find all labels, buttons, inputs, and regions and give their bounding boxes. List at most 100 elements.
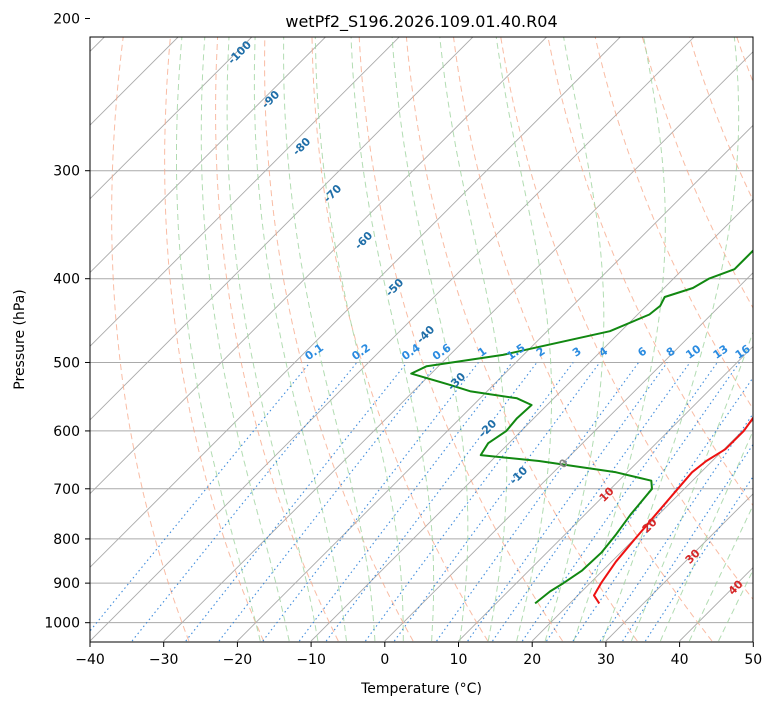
mixing-ratio-line <box>218 362 439 642</box>
dry-adiabat-label: -80 <box>290 135 313 158</box>
isotherm-line <box>163 51 753 642</box>
y-tick-label: 200 <box>53 12 80 28</box>
moist-adiabat-line <box>573 37 666 642</box>
mixing-ratio-line <box>393 362 601 642</box>
dry-adiabat-label: -90 <box>259 88 282 111</box>
mixing-ratio-line <box>492 362 691 642</box>
mixing-ratio-line <box>185 362 408 642</box>
moist-adiabat-line <box>544 37 605 642</box>
dry-adiabat-label: -50 <box>383 276 406 299</box>
mixing-ratio-label: 0.1 <box>303 341 326 363</box>
y-tick-label: 800 <box>53 532 80 548</box>
moist-adiabat-line <box>176 37 261 642</box>
mixing-ratio-line <box>622 443 753 642</box>
isotherm-line <box>90 37 548 495</box>
mixing-ratio-line <box>90 362 311 632</box>
moist-adiabat-line <box>602 37 740 642</box>
mixing-ratio-label: 0.6 <box>430 341 454 363</box>
mixing-ratio-label: 16 <box>733 342 753 362</box>
isotherm-line <box>679 566 753 642</box>
dry-adiabat-line <box>358 37 563 642</box>
x-tick-label: −30 <box>149 652 179 668</box>
dry-adiabat-line <box>111 37 190 642</box>
mixing-ratio-label: 3 <box>570 345 584 360</box>
mixing-ratio-label: 4 <box>597 344 611 359</box>
mixing-ratio-line <box>436 362 640 642</box>
mixing-ratio-label: 13 <box>711 342 731 361</box>
dry-adiabat-line <box>311 37 489 642</box>
isotherm-line <box>310 198 753 642</box>
moist-adiabat-line <box>391 37 469 642</box>
line-labels: 0.10.20.40.611.52346810131620253036-100-… <box>225 38 775 598</box>
y-tick-label: 1000 <box>44 616 80 632</box>
mixing-ratio-label: 1.5 <box>504 341 527 363</box>
moist-adiabat-label: 30 <box>683 546 703 566</box>
mixing-ratio-label: 2 <box>534 345 548 360</box>
dry-adiabat-label: -100 <box>225 38 254 67</box>
moist-adiabat-line <box>495 37 553 642</box>
y-tick-label: 500 <box>53 355 80 371</box>
isotherm-line <box>384 272 753 642</box>
dry-adiabat-line <box>405 37 638 642</box>
moist-adiabat-line <box>200 37 290 642</box>
moist-adiabat-line <box>314 37 404 641</box>
mixing-ratio-label: 10 <box>683 342 703 362</box>
moist-adiabat-line <box>283 37 376 642</box>
y-tick-label: 600 <box>53 424 80 440</box>
mixing-ratio-line <box>325 362 538 642</box>
mixing-ratio-label: 8 <box>664 344 678 359</box>
dry-adiabat-line <box>594 37 753 410</box>
dry-adiabat-line <box>755 0 775 641</box>
isotherm-line <box>0 0 236 641</box>
moist-adiabat-label: 40 <box>726 577 746 597</box>
isotherm-line <box>90 37 621 568</box>
moist-adiabat-line <box>659 429 753 642</box>
mixing-ratio-label: 0.2 <box>349 341 372 363</box>
mixing-ratio-line <box>572 376 753 642</box>
mixing-ratio-line <box>644 475 753 642</box>
mixing-ratio-line <box>546 362 740 642</box>
x-axis-label: Temperature (°C) <box>360 681 482 697</box>
moist-adiabat-label: 10 <box>597 484 617 504</box>
axes: −40−30−20−100102030405010020030040050060… <box>44 12 762 668</box>
background-lines <box>0 0 775 642</box>
isotherm-line <box>90 37 327 274</box>
isotherm-line <box>531 419 753 642</box>
x-tick-label: 0 <box>380 652 389 668</box>
x-tick-label: 50 <box>744 652 762 668</box>
dry-adiabat-label: -10 <box>507 464 530 487</box>
mixing-ratio-line <box>599 412 753 642</box>
x-tick-label: −20 <box>223 652 253 668</box>
isotherm-line <box>90 37 695 642</box>
isotherm-line <box>752 640 753 641</box>
dry-adiabat-label: -60 <box>352 229 375 252</box>
y-tick-label: 400 <box>53 272 80 288</box>
dry-adiabat-line <box>641 37 753 309</box>
dry-adiabat-label: -40 <box>414 323 437 346</box>
mixing-ratio-label: 20 <box>757 342 775 362</box>
isotherm-line <box>90 37 474 421</box>
x-tick-label: 20 <box>523 652 541 668</box>
x-tick-label: −40 <box>75 652 105 668</box>
mixing-ratio-label: 6 <box>635 344 649 359</box>
mixing-ratio-line <box>364 362 574 642</box>
isotherm-line <box>90 37 400 347</box>
dry-adiabat-line <box>717 0 775 641</box>
x-tick-label: 10 <box>450 652 468 668</box>
temperature-line <box>593 416 753 604</box>
mixing-ratio-label: 0.4 <box>399 341 423 363</box>
isotherm-line <box>458 345 753 642</box>
moist-adiabat-line <box>226 37 319 642</box>
mixing-ratio-line <box>521 362 718 642</box>
moist-adiabat-line <box>253 37 347 642</box>
moist-adiabat-line <box>439 37 508 642</box>
y-axis-label: Pressure (hPa) <box>12 289 28 389</box>
mixing-ratio-line <box>467 362 668 642</box>
x-tick-label: −10 <box>296 652 326 668</box>
dry-adiabat-line <box>164 37 265 642</box>
y-tick-label: 300 <box>53 164 80 180</box>
mixing-ratio-line <box>131 362 358 642</box>
mixing-ratio-line <box>298 362 513 642</box>
x-tick-label: 30 <box>597 652 615 668</box>
moist-adiabat-line <box>630 330 753 642</box>
